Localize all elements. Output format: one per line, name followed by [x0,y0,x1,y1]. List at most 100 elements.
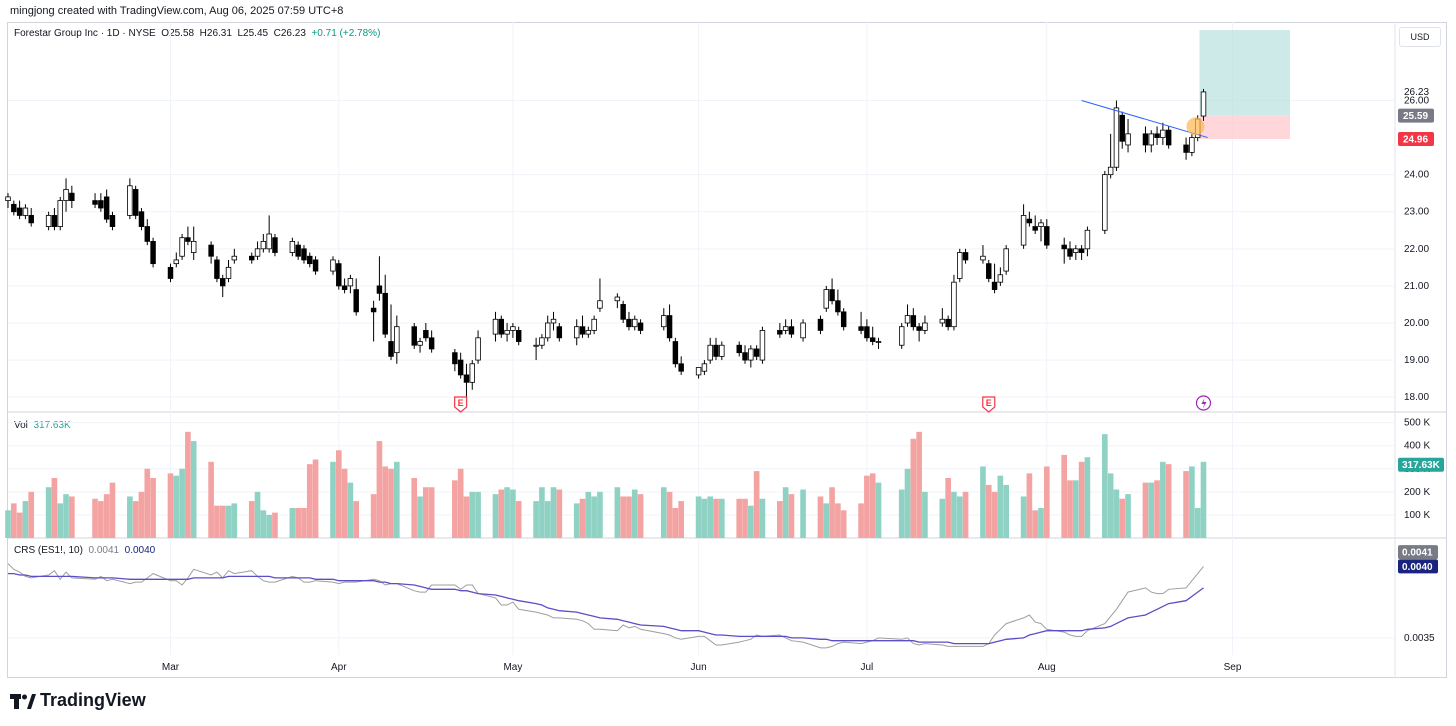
candle [904,315,911,324]
candle [307,255,313,265]
candle [1125,133,1131,146]
candle [98,200,104,209]
close-label: C [273,28,281,39]
volume-bar [864,475,870,538]
volume-bar [475,491,481,538]
candle [254,248,261,257]
candle [916,326,922,331]
candle [417,341,423,346]
candle [336,263,342,287]
volume-bar [260,510,267,538]
candle [150,240,156,265]
volume-bar [394,461,400,538]
volume-bar [417,496,423,538]
price-tick-label: 26.00 [1404,95,1429,106]
volume-bar [1200,461,1207,538]
volume-bar [713,498,719,538]
volume-bar [898,489,905,538]
volume-bar [173,475,180,538]
volume-bar [5,510,11,538]
volume-bar [51,478,58,538]
trend-line [1081,99,1208,139]
candle [1038,222,1044,227]
candle [1084,229,1091,250]
chart-credit: mingjong created with TradingView.com, A… [10,5,344,17]
candle [835,300,841,313]
volume-bar [922,491,928,538]
candle [51,215,58,227]
candle [939,318,946,324]
candle [266,233,272,250]
candle [463,374,470,383]
candle [341,285,348,291]
close-value: 26.23 [280,28,306,39]
volume-bar [666,491,673,538]
volume-bar [1020,496,1027,538]
candle [330,259,336,272]
candle [533,344,539,347]
candle [295,244,301,257]
candle [457,359,464,376]
volume-bar [939,498,946,538]
open-label: O [161,28,170,39]
candle [986,263,992,279]
candle [620,304,626,320]
target-zone [1199,30,1290,116]
volume-bar [10,503,17,538]
crs-line [7,563,1204,649]
volume-bar [1038,508,1044,538]
candle [1044,226,1050,246]
candle [1067,248,1073,257]
volume-bar [835,503,841,538]
low-value: 25.45 [243,28,269,39]
candle [63,189,69,202]
volume-tick-label: 500 K [1404,418,1430,429]
candle [869,337,876,342]
price-tick-label: 19.00 [1404,355,1429,366]
volume-bar [498,489,505,538]
volume-bar [556,489,563,538]
volume-bar [1043,466,1050,538]
volume-bar [330,461,336,538]
candle [1148,133,1154,146]
candle [272,237,278,253]
volume-bar [1032,510,1039,538]
candle [353,289,359,313]
volume-bar [272,512,278,538]
candle [637,322,644,331]
candle [428,337,435,350]
candle [672,341,679,365]
volume-bar [997,475,1004,538]
volume-bar [945,478,951,538]
price-tick-label: 23.00 [1404,207,1429,218]
volume-bar [341,468,348,538]
candle [1113,107,1120,168]
candle [748,348,754,361]
candle [1119,114,1125,142]
candle [289,240,296,253]
volume-bar [370,494,377,538]
stop-zone [1199,115,1290,140]
candle [614,296,621,302]
tradingview-brand: TradingView [10,690,146,711]
volume-bar [190,441,197,538]
volume-bar [904,468,911,538]
price-label-box [1398,132,1434,147]
volume-bar [1194,508,1201,538]
volume-bar [985,484,992,538]
crs-ma-line [8,572,1204,645]
currency-button[interactable]: USD [1399,27,1441,47]
crs-ma-current-label: 0.0040 [1402,562,1433,573]
candle [951,281,957,328]
volume-bar [306,464,313,538]
volume-bar [1160,461,1166,538]
volume-bar [504,487,510,538]
volume-bar [991,491,998,538]
volume-bar [428,487,435,538]
candle [260,240,267,250]
volume-bar [132,501,139,538]
candle [864,326,870,339]
volume-bar [800,489,806,538]
volume-bar [759,498,766,538]
volume-bar [22,501,29,538]
